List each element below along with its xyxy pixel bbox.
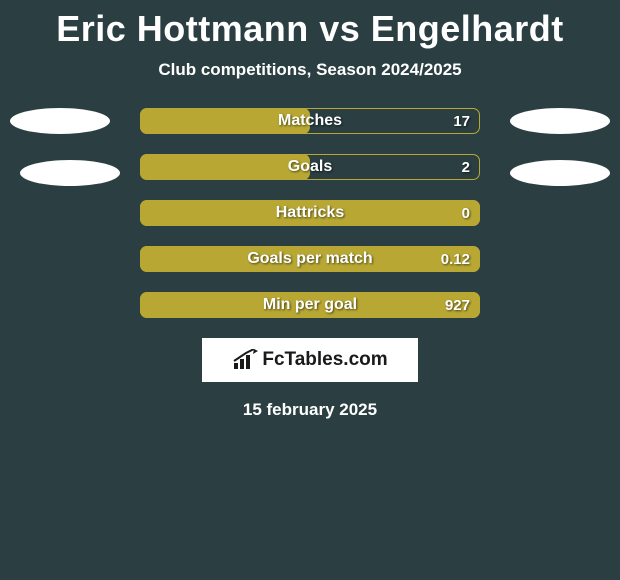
stat-label: Hattricks [140, 200, 480, 226]
stat-label: Goals [140, 154, 480, 180]
stat-row: Hattricks0 [140, 200, 480, 226]
stat-row: Matches17 [140, 108, 480, 134]
player-ellipse-left-0 [10, 108, 110, 134]
player-ellipse-left-1 [20, 160, 120, 186]
stat-row: Goals2 [140, 154, 480, 180]
chart-icon [232, 349, 258, 371]
stat-row: Goals per match0.12 [140, 246, 480, 272]
stat-label: Matches [140, 108, 480, 134]
stat-value: 0 [462, 200, 470, 226]
stat-value: 927 [445, 292, 470, 318]
subtitle: Club competitions, Season 2024/2025 [0, 60, 620, 80]
stat-row: Min per goal927 [140, 292, 480, 318]
stat-bars: Matches17 Goals2 Hattricks0 Goals per match… [140, 108, 480, 318]
player-ellipse-right-1 [510, 160, 610, 186]
date-text: 15 february 2025 [0, 400, 620, 420]
player-ellipse-right-0 [510, 108, 610, 134]
stat-label: Min per goal [140, 292, 480, 318]
brand-text: FcTables.com [262, 349, 387, 371]
stats-section: Matches17 Goals2 Hattricks0 Goals per match… [0, 108, 620, 318]
page-title: Eric Hottmann vs Engelhardt [0, 0, 620, 50]
stat-value: 17 [453, 108, 470, 134]
stat-value: 2 [462, 154, 470, 180]
stat-value: 0.12 [441, 246, 470, 272]
brand-badge: FcTables.com [202, 338, 418, 382]
stat-label: Goals per match [140, 246, 480, 272]
